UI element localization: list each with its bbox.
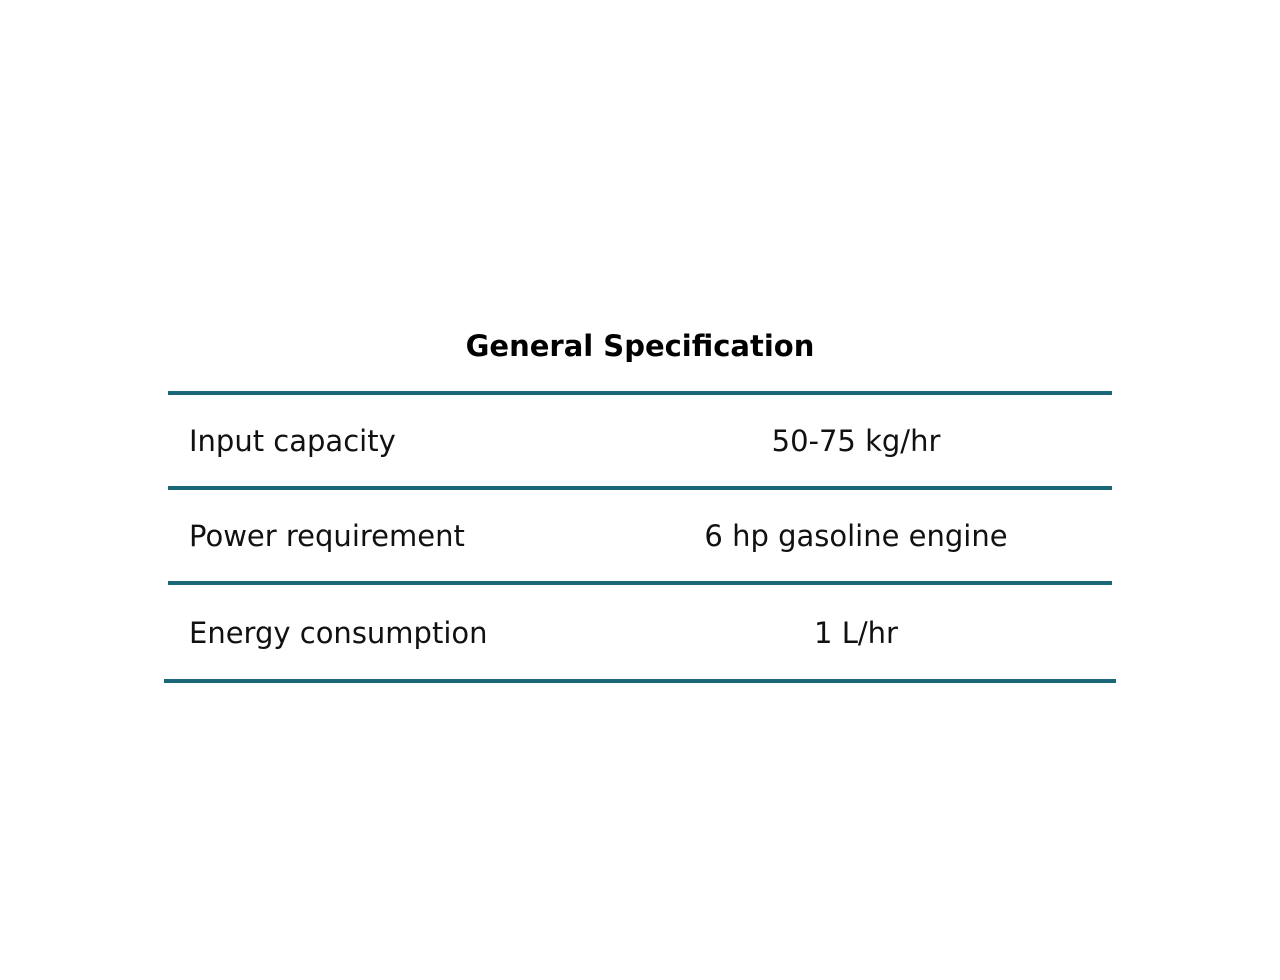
bottom-rule: [164, 679, 1116, 683]
row-value: 1 L/hr: [814, 616, 898, 650]
table-title: General Specification: [465, 329, 815, 363]
row-label: Energy consumption: [189, 616, 488, 650]
row-value: 50-75 kg/hr: [771, 424, 941, 458]
table-row: Power requirement 6 hp gasoline engine: [168, 490, 1112, 582]
row-label: Input capacity: [189, 424, 396, 458]
row-label: Power requirement: [189, 519, 465, 553]
top-rule: [168, 391, 1112, 395]
row-divider: [168, 581, 1112, 585]
row-value: 6 hp gasoline engine: [704, 519, 1008, 553]
row-divider: [168, 486, 1112, 490]
table-row: Energy consumption 1 L/hr: [168, 587, 1112, 679]
table-row: Input capacity 50-75 kg/hr: [168, 395, 1112, 487]
